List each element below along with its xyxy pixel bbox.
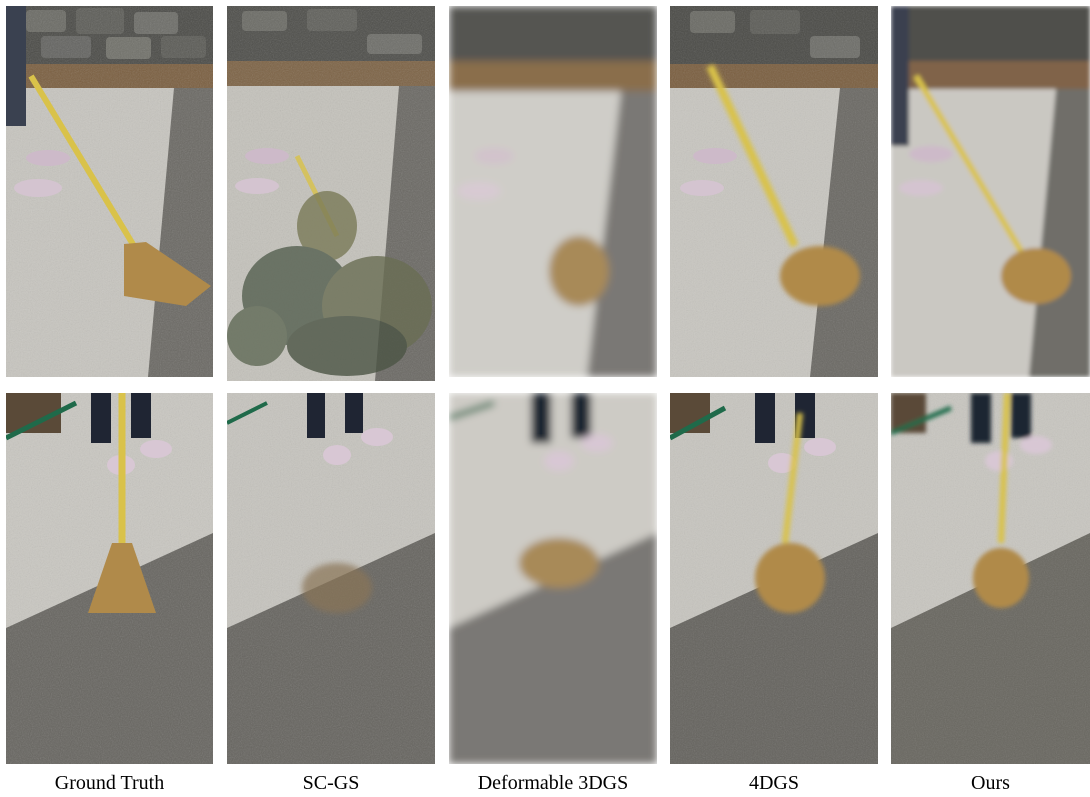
panel-row2-ours [891,393,1090,764]
scene-image [449,393,657,764]
caption-ground-truth: Ground Truth [54,772,165,794]
caption-4dgs: 4DGS [748,772,799,794]
caption-ours: Ours [971,772,1010,794]
panel-row1-deformable-3dgs [449,6,657,377]
scene-image [227,393,435,764]
panel-row2-ground-truth [6,393,213,764]
scene-image [6,393,213,764]
panel-row2-scgs [227,393,435,764]
caption-scgs: SC-GS [302,772,360,794]
scene-image [227,6,435,381]
caption-deformable-3dgs: Deformable 3DGS [477,772,629,794]
panel-row1-ours [891,6,1090,377]
panel-row1-4dgs [670,6,878,377]
scene-image [670,6,878,377]
scene-image [6,6,213,377]
panel-row2-deformable-3dgs [449,393,657,764]
scene-image [670,393,878,764]
scene-image [891,393,1090,764]
panel-row1-scgs [227,6,435,381]
panel-row1-ground-truth [6,6,213,377]
panel-row2-4dgs [670,393,878,764]
scene-image [449,6,657,377]
scene-image [891,6,1090,377]
